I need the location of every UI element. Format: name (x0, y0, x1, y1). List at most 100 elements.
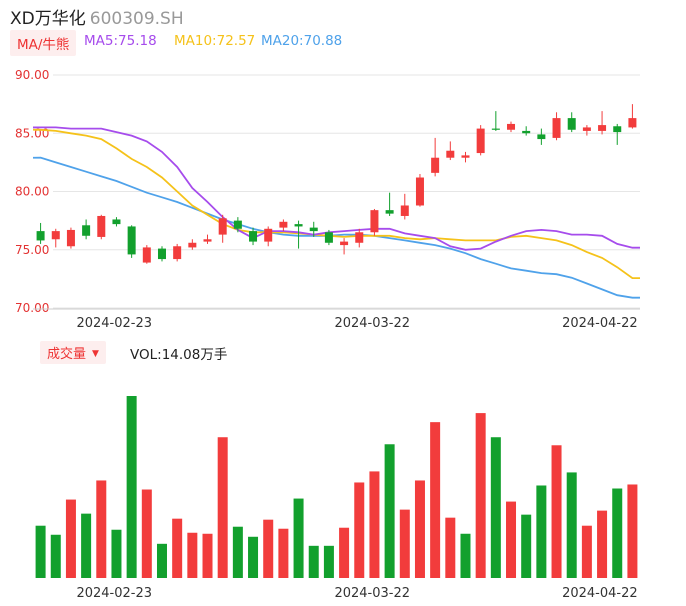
volume-indicator-button[interactable]: 成交量 ▼ (40, 341, 106, 364)
volume-bar (323, 545, 334, 578)
ma20-line (32, 156, 640, 299)
ma10-legend: MA10:72.57 (174, 33, 256, 49)
volume-bar (81, 513, 92, 578)
volume-bar (430, 422, 441, 578)
candle (537, 128, 546, 145)
volume-bar (460, 533, 471, 578)
volume-bar (551, 445, 562, 578)
candle (66, 227, 75, 249)
volume-bar (141, 489, 152, 578)
candle (264, 226, 273, 247)
volume-bar (35, 525, 46, 578)
volume-bar (232, 526, 243, 578)
y-tick-label: 75.00 (15, 243, 49, 257)
volume-bar (156, 543, 167, 578)
candle (385, 192, 394, 216)
candle (552, 112, 561, 141)
candle (188, 239, 197, 250)
caret-down-icon: ▼ (92, 349, 99, 359)
volume-bar (293, 498, 304, 578)
ma5-line (32, 126, 640, 251)
candle (491, 111, 500, 131)
y-tick-label: 90.00 (15, 68, 49, 82)
x-tick-label: 2024-04-22 (562, 316, 638, 331)
volume-bar (263, 519, 274, 578)
volume-bar (521, 514, 532, 578)
volume-legend: VOL:14.08万手 (130, 347, 228, 363)
volume-bar (475, 413, 486, 578)
ma10-line (32, 128, 640, 279)
candle (628, 104, 637, 129)
candle (567, 112, 576, 133)
ma-indicator-button[interactable]: MA/牛熊 (10, 30, 77, 56)
volume-bar (96, 480, 107, 578)
candle (173, 243, 182, 262)
candle (157, 246, 166, 262)
x-tick-label: 2024-02-23 (76, 316, 152, 331)
candle (461, 151, 470, 163)
volume-bar (50, 534, 61, 578)
volume-bar (308, 545, 319, 578)
volume-bar (248, 536, 259, 578)
volume-bar (126, 396, 137, 578)
candle (522, 126, 531, 136)
volume-bar (217, 437, 228, 578)
candle (127, 225, 136, 258)
candle (142, 245, 151, 264)
volume-bar (597, 510, 608, 578)
y-tick-label: 80.00 (15, 185, 49, 199)
candle (400, 193, 409, 220)
volume-bar (414, 480, 425, 578)
candle (36, 222, 45, 244)
candle (507, 121, 516, 133)
candle (355, 228, 364, 248)
volume-bar (581, 525, 592, 578)
candle (613, 123, 622, 145)
volume-bar (627, 484, 638, 578)
volume-bar (369, 471, 380, 578)
volume-bar (278, 528, 289, 578)
candle (97, 214, 106, 240)
y-tick-label: 70.00 (15, 301, 49, 315)
candle (476, 125, 485, 156)
volume-bar (506, 501, 517, 578)
candle (279, 219, 288, 232)
volume-bar (202, 533, 213, 578)
ma20-legend: MA20:70.88 (261, 33, 343, 49)
volume-bar (490, 437, 501, 578)
volume-button-label: 成交量 (47, 347, 87, 362)
candle (203, 234, 212, 244)
volume-x-tick-label: 2024-04-22 (562, 586, 638, 601)
volume-bar (354, 482, 365, 578)
ma5-legend: MA5:75.18 (84, 33, 157, 49)
volume-bar (384, 444, 395, 578)
candle (446, 141, 455, 161)
candle (218, 214, 227, 243)
candle (431, 137, 440, 177)
candle (51, 228, 60, 248)
x-tick-label: 2024-03-22 (334, 316, 410, 331)
volume-bar (445, 517, 456, 578)
volume-bar (536, 485, 547, 578)
stock-code: 600309.SH (89, 9, 184, 29)
stock-name: XD万华化 (10, 9, 86, 29)
volume-x-tick-label: 2024-02-23 (76, 586, 152, 601)
candle (309, 221, 318, 237)
candle (82, 219, 91, 240)
candle (415, 174, 424, 207)
candle (112, 217, 121, 227)
volume-bar (187, 532, 198, 578)
candle (582, 125, 591, 136)
volume-bar (612, 488, 623, 578)
candle (249, 227, 258, 246)
volume-x-tick-label: 2024-03-22 (334, 586, 410, 601)
volume-bar (111, 529, 122, 578)
volume-bar (65, 499, 76, 578)
candle (233, 217, 242, 233)
candle (324, 229, 333, 246)
volume-bar (339, 527, 350, 578)
volume-bar (566, 472, 577, 578)
candle (598, 111, 607, 135)
